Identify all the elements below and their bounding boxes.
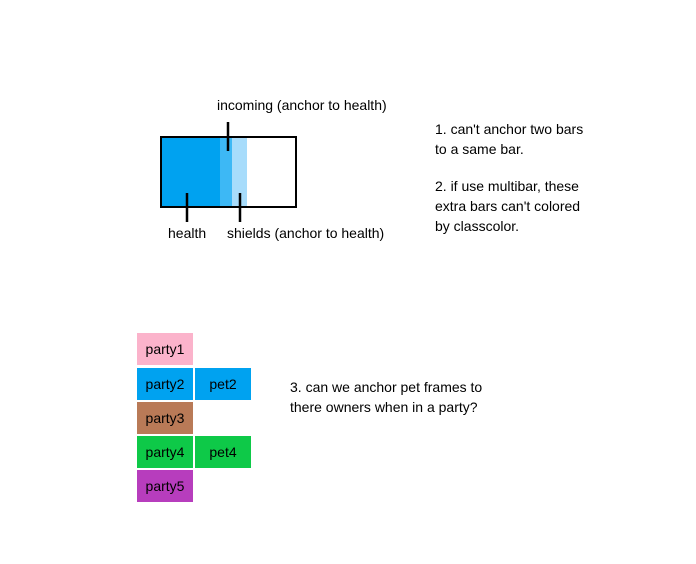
pet2-frame: pet2 (195, 368, 251, 400)
party4-frame: party4 (137, 436, 193, 468)
incoming-label: incoming (anchor to health) (217, 97, 387, 113)
party2-frame: party2 (137, 368, 193, 400)
party3-frame: party3 (137, 402, 193, 434)
note-3: 3. can we anchor pet frames to there own… (290, 379, 483, 415)
health-bar-fill (161, 137, 220, 207)
incoming-bar-fill (220, 137, 232, 207)
party5-frame: party5 (137, 470, 193, 502)
health-label: health (168, 225, 207, 241)
note-1: 1. can't anchor two bars to a same bar. (435, 121, 584, 157)
pet4-frame: pet4 (195, 436, 251, 468)
shields-label: shields (anchor to health) (227, 225, 385, 241)
party1-frame: party1 (137, 333, 193, 365)
shields-bar-fill (232, 137, 247, 207)
note-2: 2. if use multibar, these extra bars can… (435, 178, 581, 234)
